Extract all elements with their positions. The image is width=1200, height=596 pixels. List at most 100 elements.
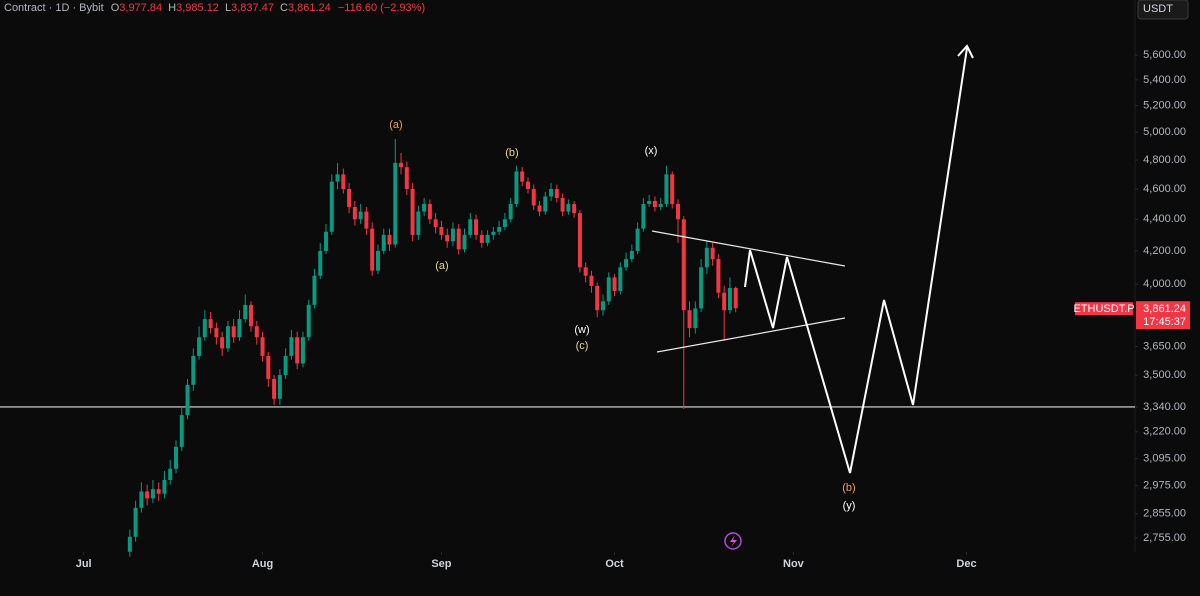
candle-body bbox=[364, 211, 369, 229]
candle-body bbox=[399, 162, 404, 168]
candle-body bbox=[422, 203, 427, 212]
candle-body bbox=[606, 277, 611, 302]
candle-body bbox=[156, 489, 161, 494]
icon-ring bbox=[724, 532, 742, 550]
wave-labels: (a) (b) (x) (a) (w) (c) (b) (y) bbox=[389, 119, 855, 512]
candle-body bbox=[468, 219, 473, 235]
candle-body bbox=[595, 285, 600, 311]
lightning-icon[interactable] bbox=[724, 532, 742, 550]
candle-body bbox=[618, 267, 623, 292]
candle-body bbox=[687, 310, 692, 329]
x-tick-label: Oct bbox=[605, 558, 624, 570]
candle-body bbox=[450, 228, 455, 242]
candle-body bbox=[179, 415, 184, 447]
candle-body bbox=[358, 211, 363, 220]
candle-body bbox=[543, 196, 548, 212]
triangle-lower bbox=[656, 317, 846, 353]
candle-body bbox=[641, 203, 646, 229]
candle-body bbox=[375, 250, 380, 271]
y-tick-label: 2,855.00 bbox=[1143, 508, 1186, 520]
candle-body bbox=[693, 308, 698, 329]
y-tick-label: 3,340.00 bbox=[1143, 401, 1186, 413]
currency-button[interactable]: USDT bbox=[1137, 0, 1189, 20]
candle-body bbox=[560, 197, 565, 212]
candle-body bbox=[491, 231, 496, 235]
candle-body bbox=[139, 491, 144, 508]
y-tick-label: 2,975.00 bbox=[1143, 480, 1186, 492]
y-tick-label: 2,755.00 bbox=[1143, 532, 1186, 544]
candle-body bbox=[549, 189, 554, 197]
candle-body bbox=[249, 304, 254, 327]
candle-body bbox=[514, 171, 519, 204]
wave-label: (c) bbox=[576, 340, 589, 352]
candle-body bbox=[502, 219, 507, 228]
y-tick-label: 5,200.00 bbox=[1143, 99, 1186, 111]
ohlc-key: L bbox=[225, 2, 231, 14]
candle-body bbox=[577, 213, 582, 268]
candle-body bbox=[283, 355, 288, 376]
candle-body bbox=[566, 203, 571, 212]
candle-body bbox=[537, 205, 542, 212]
projection-path bbox=[744, 47, 968, 474]
candle-body bbox=[635, 228, 640, 251]
candle-body bbox=[318, 250, 323, 276]
candle-body bbox=[173, 446, 178, 469]
candle-body bbox=[324, 231, 329, 251]
candle-body bbox=[600, 301, 605, 311]
candle-body bbox=[404, 167, 409, 190]
symbol-title: Contract · 1D · Bybit bbox=[4, 2, 104, 14]
wave-label: (b) bbox=[842, 482, 855, 494]
candle-body bbox=[277, 375, 282, 399]
candle-body bbox=[214, 328, 219, 338]
badge-price: 3,861.24 bbox=[1143, 303, 1186, 315]
candle-body bbox=[237, 319, 242, 338]
ohlc-value: 3,985.12 bbox=[176, 2, 219, 14]
candle-body bbox=[162, 480, 167, 494]
candle-body bbox=[254, 326, 259, 338]
candle-body bbox=[347, 189, 352, 208]
candle-body bbox=[197, 337, 202, 356]
candle-body bbox=[699, 267, 704, 309]
wave-label: (a) bbox=[435, 260, 448, 272]
candle-body bbox=[670, 174, 675, 204]
y-tick-label: 5,400.00 bbox=[1143, 74, 1186, 86]
candle-body bbox=[479, 234, 484, 243]
candle-body bbox=[456, 228, 461, 250]
candle-body bbox=[474, 219, 479, 235]
ohlc-header: Contract · 1D · Bybit O3,977.84 H3,985.1… bbox=[4, 2, 425, 14]
candle-body bbox=[554, 189, 559, 198]
candle-body bbox=[531, 189, 536, 206]
candle-body bbox=[612, 277, 617, 292]
candle-body bbox=[202, 319, 207, 338]
candle-body bbox=[295, 337, 300, 364]
y-tick-label: 4,200.00 bbox=[1143, 245, 1186, 257]
y-tick-label: 5,600.00 bbox=[1143, 49, 1186, 61]
x-tick-label: Nov bbox=[783, 558, 805, 570]
badge-symbol-bg bbox=[1075, 302, 1133, 316]
wave-label: (y) bbox=[843, 500, 856, 512]
candle-body bbox=[508, 203, 513, 220]
button-label[interactable]: USDT bbox=[1143, 3, 1173, 15]
candle-body bbox=[439, 227, 444, 235]
candle-body bbox=[722, 292, 727, 311]
candle-body bbox=[329, 181, 334, 232]
y-tick-label: 4,000.00 bbox=[1143, 278, 1186, 290]
y-tick-label: 4,800.00 bbox=[1143, 154, 1186, 166]
triangle-upper bbox=[651, 230, 846, 267]
arrow-head bbox=[957, 44, 974, 59]
candle-body bbox=[341, 174, 346, 190]
drawings bbox=[651, 44, 974, 474]
ohlc-key: C bbox=[280, 2, 288, 14]
candle-body bbox=[462, 234, 467, 250]
ohlc-value: 3,977.84 bbox=[119, 2, 162, 14]
x-tick-label: Jul bbox=[76, 558, 92, 570]
y-tick-label: 3,650.00 bbox=[1143, 340, 1186, 352]
candle-body bbox=[260, 337, 265, 356]
badge-price-bg bbox=[1136, 301, 1190, 330]
change: −116.60 (−2.93%) bbox=[338, 2, 425, 14]
candle-body bbox=[168, 468, 173, 481]
x-tick-label: Dec bbox=[956, 558, 976, 570]
y-tick-label: 5,000.00 bbox=[1143, 126, 1186, 138]
